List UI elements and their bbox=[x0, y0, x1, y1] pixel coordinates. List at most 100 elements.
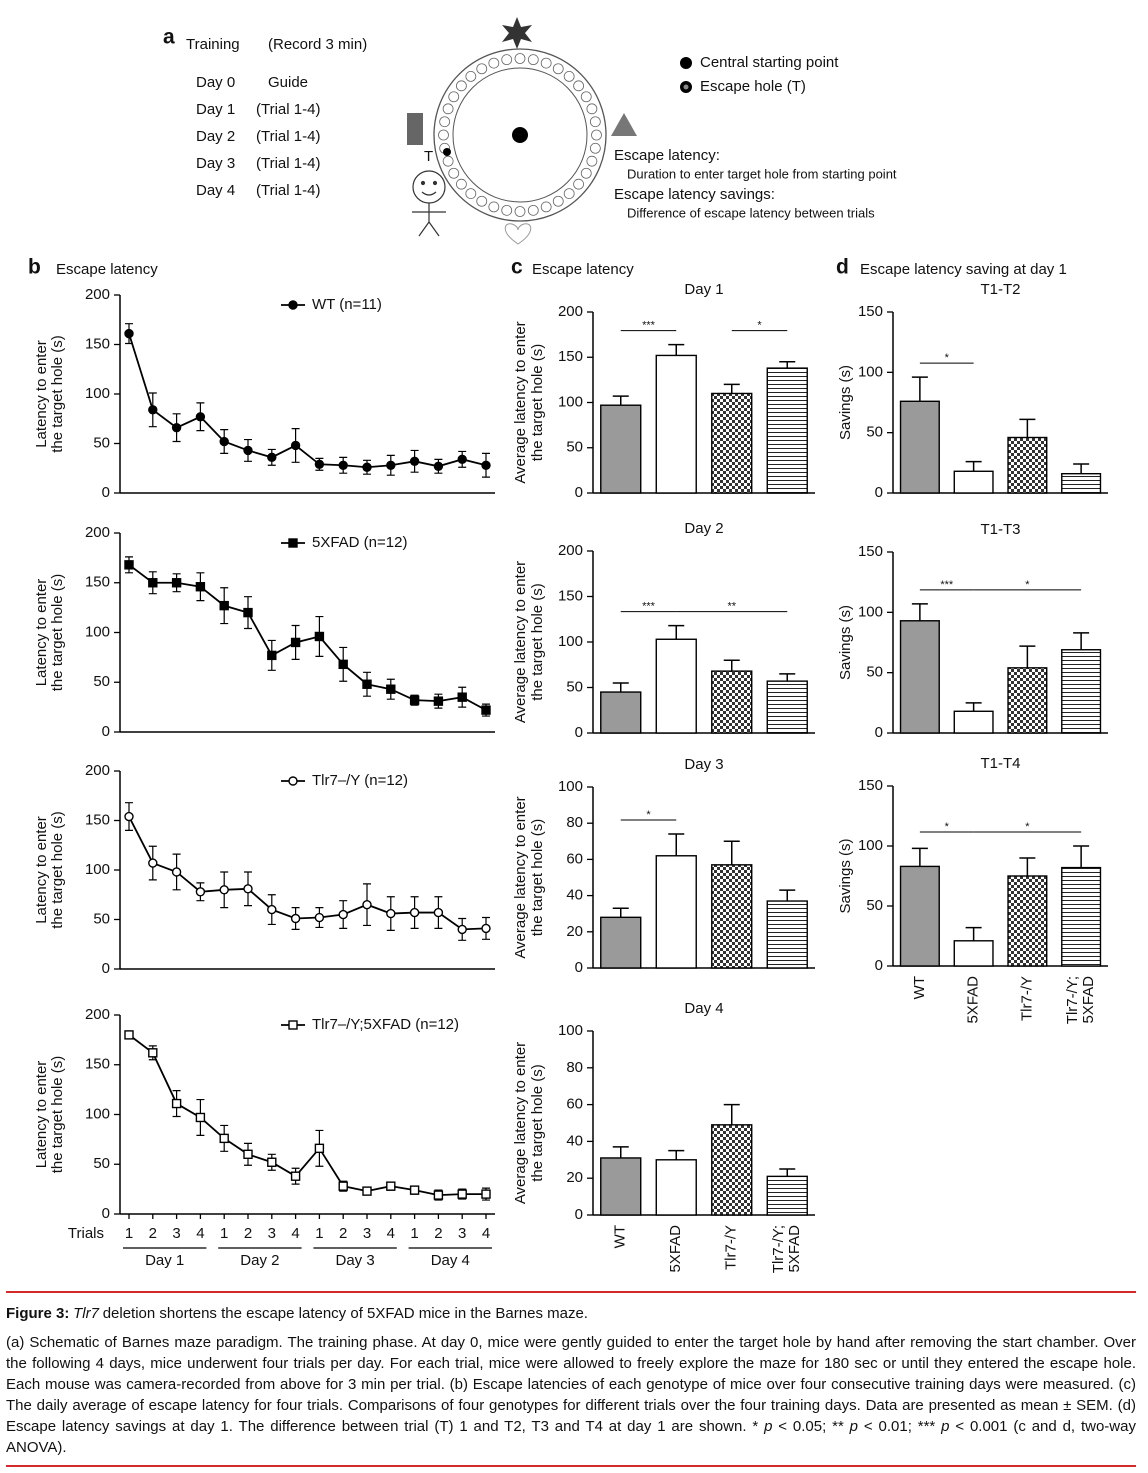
day-task: (Trial 1-4) bbox=[256, 155, 320, 172]
error-bar bbox=[1073, 463, 1090, 474]
y-tick-label: 60 bbox=[566, 850, 583, 867]
panel-title: Escape latency saving at day 1 bbox=[860, 261, 1067, 278]
legend-label: 5XFAD (n=12) bbox=[312, 534, 407, 551]
data-point bbox=[219, 885, 229, 895]
maze-hole bbox=[476, 195, 488, 207]
x-tick-label: 2 bbox=[244, 1225, 252, 1242]
maze-hole bbox=[573, 178, 585, 190]
bar bbox=[711, 864, 753, 969]
maze-hole bbox=[580, 167, 592, 179]
group-label: Day 4 bbox=[431, 1252, 470, 1269]
y-tick-label: 0 bbox=[102, 723, 110, 740]
caption-text: < 0.001 (c and d, two-way ANOVA). bbox=[6, 1418, 1136, 1456]
data-point bbox=[409, 1185, 420, 1195]
x-tick-label: 4 bbox=[291, 1225, 299, 1242]
maze-hole bbox=[514, 53, 526, 64]
bar bbox=[766, 900, 808, 969]
data-point bbox=[124, 560, 134, 570]
day-label: Day 4 bbox=[196, 182, 235, 199]
data-point bbox=[314, 459, 325, 469]
data-point bbox=[148, 405, 158, 415]
data-point bbox=[290, 913, 301, 924]
bar bbox=[1061, 866, 1102, 967]
bar bbox=[899, 620, 940, 734]
y-tick-label: 200 bbox=[85, 524, 110, 541]
data-point bbox=[338, 1181, 348, 1191]
y-tick-label: 100 bbox=[558, 393, 583, 410]
data-point bbox=[457, 1189, 467, 1199]
definition-term: Escape latency: bbox=[614, 147, 720, 164]
y-tick-label: 150 bbox=[85, 335, 110, 352]
data-point bbox=[267, 1157, 277, 1167]
day-label: Day 3 bbox=[196, 155, 235, 172]
data-point bbox=[243, 445, 253, 456]
maze-hole bbox=[580, 91, 592, 103]
y-axis-label: Average latency to enter bbox=[512, 796, 529, 958]
training-label: Training bbox=[186, 36, 240, 53]
y-tick-label: 100 bbox=[558, 778, 583, 795]
x-tick-label: 2 bbox=[434, 1225, 442, 1242]
bar bbox=[711, 392, 753, 494]
error-bar bbox=[1019, 645, 1036, 668]
maze-hole bbox=[455, 80, 467, 92]
bar bbox=[1007, 436, 1048, 494]
y-tick-label: 80 bbox=[566, 1059, 583, 1076]
y-axis-label: Latency to enter bbox=[33, 579, 50, 687]
x-tick-label: 1 bbox=[125, 1225, 133, 1242]
maze-hole bbox=[552, 195, 564, 207]
legend-label: Tlr7–/Y (n=12) bbox=[312, 772, 408, 789]
maze-hole bbox=[465, 188, 477, 200]
data-point bbox=[433, 461, 444, 471]
y-tick-label: 0 bbox=[875, 724, 883, 741]
data-point bbox=[457, 454, 467, 465]
maze-hole bbox=[439, 116, 451, 128]
data-point bbox=[481, 1189, 491, 1199]
heart-cue bbox=[504, 223, 532, 245]
y-tick-label: 150 bbox=[858, 303, 883, 320]
data-point bbox=[290, 637, 301, 648]
y-tick-label: 150 bbox=[85, 811, 110, 828]
y-tick-label: 20 bbox=[566, 1169, 583, 1186]
bar bbox=[655, 354, 697, 494]
maze-hole bbox=[589, 116, 601, 128]
y-tick-label: 0 bbox=[102, 1205, 110, 1222]
y-axis-label: the target hole (s) bbox=[49, 1056, 66, 1174]
legend-marker bbox=[288, 300, 298, 310]
significance-label: * bbox=[646, 809, 651, 821]
maze-hole bbox=[448, 91, 460, 103]
data-point bbox=[386, 684, 396, 694]
chart-title: Day 3 bbox=[684, 756, 723, 773]
data-point bbox=[171, 867, 182, 877]
significance-label: *** bbox=[642, 319, 656, 331]
definition-text: Duration to enter target hole from start… bbox=[627, 166, 897, 181]
y-tick-label: 50 bbox=[93, 910, 110, 927]
data-point bbox=[148, 858, 158, 868]
error-bar bbox=[612, 907, 629, 918]
data-point bbox=[124, 328, 134, 339]
chart-title: T1-T3 bbox=[980, 521, 1020, 538]
data-point bbox=[481, 705, 491, 715]
y-tick-label: 100 bbox=[558, 633, 583, 650]
y-tick-label: 0 bbox=[875, 484, 883, 501]
y-tick-label: 100 bbox=[85, 385, 110, 402]
y-axis-label: Average latency to enter bbox=[512, 1042, 529, 1204]
maze-hole bbox=[540, 201, 552, 213]
y-axis-label: Savings (s) bbox=[837, 365, 854, 440]
maze-hole bbox=[540, 57, 552, 69]
caption-text: p bbox=[764, 1418, 773, 1435]
x-tick-label: 4 bbox=[196, 1225, 204, 1242]
x-tick-label: WT bbox=[612, 1225, 629, 1248]
error-bar bbox=[1073, 845, 1090, 868]
maze-hole bbox=[465, 70, 477, 82]
data-point bbox=[290, 1171, 301, 1181]
caption-text: Figure 3: bbox=[6, 1305, 70, 1322]
y-tick-label: 20 bbox=[566, 923, 583, 940]
figure: a Training (Record 3 min) Day 0 Guide Da… bbox=[28, 17, 1108, 1273]
error-bar bbox=[965, 702, 982, 712]
data-point bbox=[338, 460, 348, 470]
y-tick-label: 0 bbox=[575, 959, 583, 976]
legend-label: WT (n=11) bbox=[312, 296, 382, 313]
maze-hole bbox=[591, 129, 602, 141]
significance-label: *** bbox=[940, 579, 954, 591]
x-tick-label: 2 bbox=[149, 1225, 157, 1242]
